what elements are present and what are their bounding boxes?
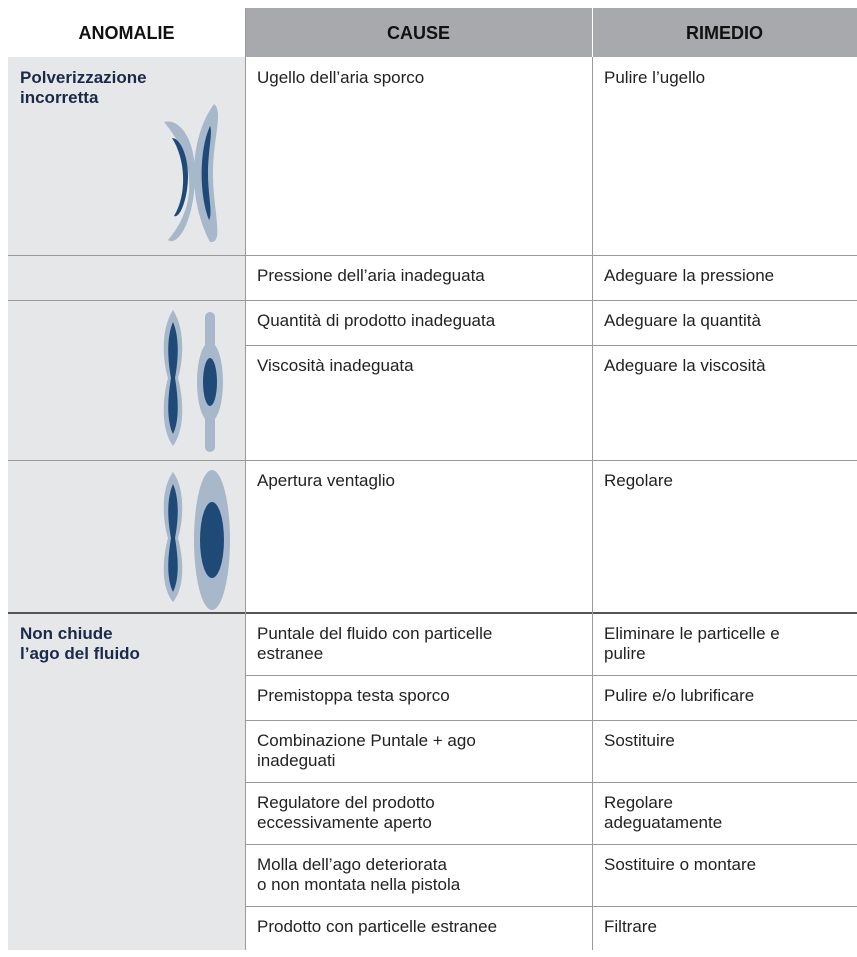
header-cell: ANOMALIE	[8, 8, 245, 57]
col-line	[245, 8, 246, 950]
remedy-cell: Sostituire o montare	[604, 855, 757, 874]
anomaly-cell: Non chiude l’ago del fluido	[8, 613, 245, 950]
cause-cell: Viscosità inadeguata	[257, 356, 414, 375]
cause-cell: Premistoppa testa sporco	[257, 686, 450, 705]
cause-cell: Combinazione Puntale + ago inadeguati	[257, 731, 476, 770]
remedy-cell: Regolare	[604, 471, 673, 490]
anomaly-cell	[8, 255, 245, 300]
remedy-cell: Sostituire	[604, 731, 675, 750]
cause-cell: Pressione dell’aria inadeguata	[257, 266, 485, 285]
remedy-cell: Filtrare	[604, 917, 657, 936]
row-line	[245, 675, 857, 676]
row-line	[8, 255, 857, 256]
cause-cell: Regulatore del prodotto eccessivamente a…	[257, 793, 435, 832]
row-line	[8, 460, 857, 461]
remedy-cell: Adeguare la viscosità	[604, 356, 766, 375]
header-cell: RIMEDIO	[592, 8, 857, 57]
remedy-cell: Pulire e/o lubrificare	[604, 686, 755, 705]
remedy-cell: Adeguare la quantità	[604, 311, 761, 330]
row-line	[245, 720, 857, 721]
anomaly-cell	[8, 300, 245, 460]
anomaly-cell	[8, 460, 245, 613]
cause-cell: Prodotto con particelle estranee	[257, 917, 498, 936]
remedy-cell: Regolare adeguatamente	[604, 793, 723, 832]
row-line	[245, 345, 857, 346]
cause-cell: Ugello dell’aria sporco	[257, 68, 425, 87]
cause-cell: Puntale del fluido con particelle estran…	[257, 624, 493, 663]
row-line	[8, 300, 857, 301]
row-line	[245, 782, 857, 783]
cause-cell: Apertura ventaglio	[257, 471, 395, 490]
cause-cell: Molla dell’ago deteriorata o non montata…	[257, 855, 461, 894]
cause-cell: Quantità di prodotto inadeguata	[257, 311, 496, 330]
col-line	[592, 8, 593, 57]
row-line	[8, 612, 857, 614]
row-line	[245, 844, 857, 845]
remedy-cell: Adeguare la pressione	[604, 266, 775, 285]
remedy-cell: Pulire l’ugello	[604, 68, 706, 87]
row-line	[245, 906, 857, 907]
header-cell: CAUSE	[245, 8, 592, 57]
anomaly-cell: Polverizzazione incorretta	[8, 57, 245, 255]
remedy-cell: Eliminare le particelle e pulire	[604, 624, 780, 663]
col-line	[592, 57, 593, 950]
